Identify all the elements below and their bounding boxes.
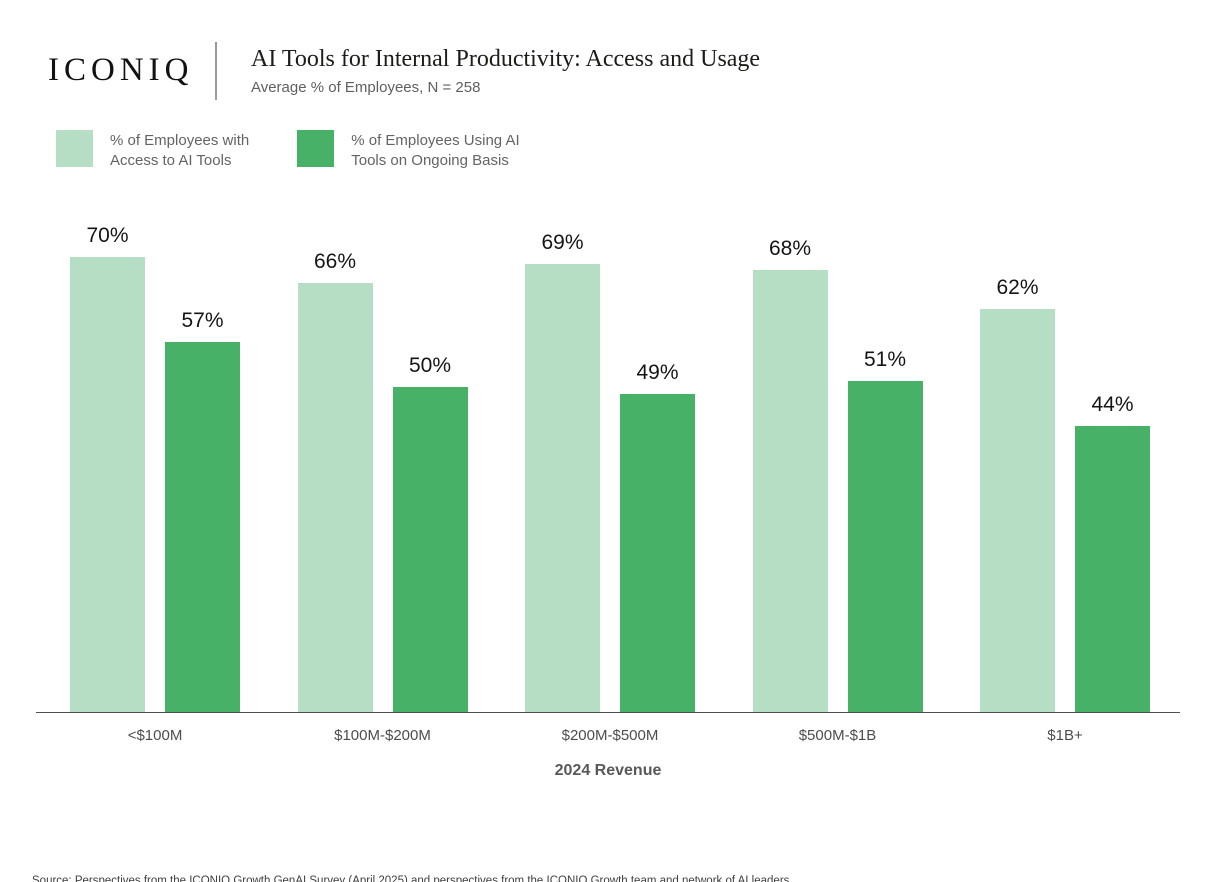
page-subtitle: Average % of Employees, N = 258 — [250, 79, 481, 96]
legend-label-access: % of Employees with Access to AI Tools — [110, 130, 249, 170]
bar-value-label: 66% — [313, 250, 357, 273]
bar-cell: 68% — [752, 237, 828, 712]
bar — [1075, 426, 1150, 712]
bar-group: 66% 50% — [297, 250, 468, 712]
header-divider — [215, 42, 217, 100]
bar-cell: 44% — [1075, 393, 1150, 712]
bar-cell: 70% — [70, 224, 145, 712]
bar-group: 68% 51% — [752, 237, 923, 712]
plot-area: 70% 57% 66% 50% 69% 49% 68% 51% 62% 44% — [36, 196, 1180, 713]
bar-value-label: 68% — [768, 237, 812, 260]
bar-chart: 70% 57% 66% 50% 69% 49% 68% 51% 62% 44% <$100M $10… — [36, 196, 1180, 780]
bar-value-label: 50% — [408, 354, 452, 377]
bar — [525, 263, 600, 712]
legend-item-access: % of Employees with Access to AI Tools — [56, 130, 249, 170]
bar — [847, 380, 923, 712]
legend-label-usage: % of Employees Using AI Tools on Ongoing… — [351, 130, 519, 170]
x-axis-category-label: $1B+ — [1047, 727, 1083, 744]
bar-value-label: 44% — [1091, 393, 1134, 416]
bar-value-label: 49% — [636, 360, 679, 384]
legend-label-line: Tools on Ongoing Basis — [351, 151, 509, 169]
legend-swatch-access — [56, 130, 93, 167]
bar-cell: 69% — [525, 230, 600, 712]
legend-label-line: % of Employees Using AI — [351, 132, 520, 149]
bar-group: 69% 49% — [525, 230, 695, 712]
bar — [620, 393, 695, 712]
bar-value-label: 62% — [996, 276, 1039, 299]
x-axis-category-row: <$100M $100M-$200M $200M-$500M $500M-$1B $1B… — [36, 727, 1180, 744]
bar-cell: 49% — [620, 360, 695, 712]
x-axis-category-label: $100M-$200M — [334, 727, 431, 744]
legend-swatch-usage — [297, 130, 335, 167]
x-axis-category-label: $200M-$500M — [561, 727, 659, 744]
x-axis-title: 2024 Revenue — [554, 762, 662, 779]
legend-label-line: Access to AI Tools — [110, 151, 232, 169]
legend-item-usage: % of Employees Using AI Tools on Ongoing… — [297, 130, 520, 170]
bar-cell: 66% — [297, 250, 373, 712]
title-block: AI Tools for Internal Productivity: Acce… — [251, 40, 760, 96]
bar — [297, 283, 373, 712]
bar-cell: 62% — [980, 276, 1055, 712]
x-axis-category-label: $500M-$1B — [798, 727, 877, 744]
iconiq-logo: ICONIQ — [48, 52, 194, 88]
bar — [165, 341, 240, 712]
source-line: Source: Perspectives from the ICONIQ Gro… — [32, 874, 790, 882]
page-title: AI Tools for Internal Productivity: Acce… — [250, 46, 761, 72]
bar — [392, 387, 468, 712]
bar-group: 70% 57% — [70, 224, 240, 712]
header: ICONIQ AI Tools for Internal Productivit… — [48, 40, 1216, 100]
x-axis-category-label: <$100M — [127, 727, 183, 744]
bar — [70, 257, 145, 712]
bar — [980, 309, 1055, 712]
bar-value-label: 70% — [86, 224, 129, 247]
bar-cell: 51% — [847, 347, 923, 712]
bar-value-label: 57% — [181, 308, 224, 332]
legend: % of Employees with Access to AI Tools %… — [56, 130, 1216, 170]
legend-label-line: % of Employees with — [110, 132, 250, 149]
bar-cell: 50% — [392, 354, 468, 712]
bar-value-label: 69% — [541, 230, 584, 254]
bar-group: 62% 44% — [980, 276, 1150, 712]
bar-cell: 57% — [165, 308, 240, 712]
bar-value-label: 51% — [863, 347, 907, 371]
bar — [752, 270, 828, 712]
source-note: Source: Perspectives from the ICONIQ Gro… — [32, 873, 789, 882]
